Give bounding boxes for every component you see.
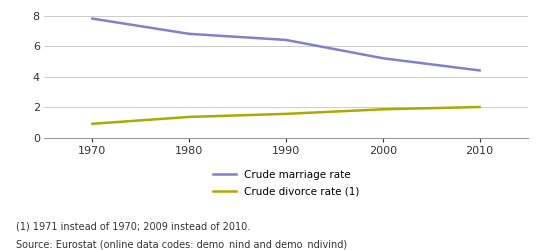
Legend: Crude marriage rate, Crude divorce rate (1): Crude marriage rate, Crude divorce rate …: [213, 170, 359, 197]
Text: Source: Eurostat (online data codes: demo_nind and demo_ndivind): Source: Eurostat (online data codes: dem…: [16, 239, 348, 250]
Text: (1) 1971 instead of 1970; 2009 instead of 2010.: (1) 1971 instead of 1970; 2009 instead o…: [16, 221, 251, 231]
